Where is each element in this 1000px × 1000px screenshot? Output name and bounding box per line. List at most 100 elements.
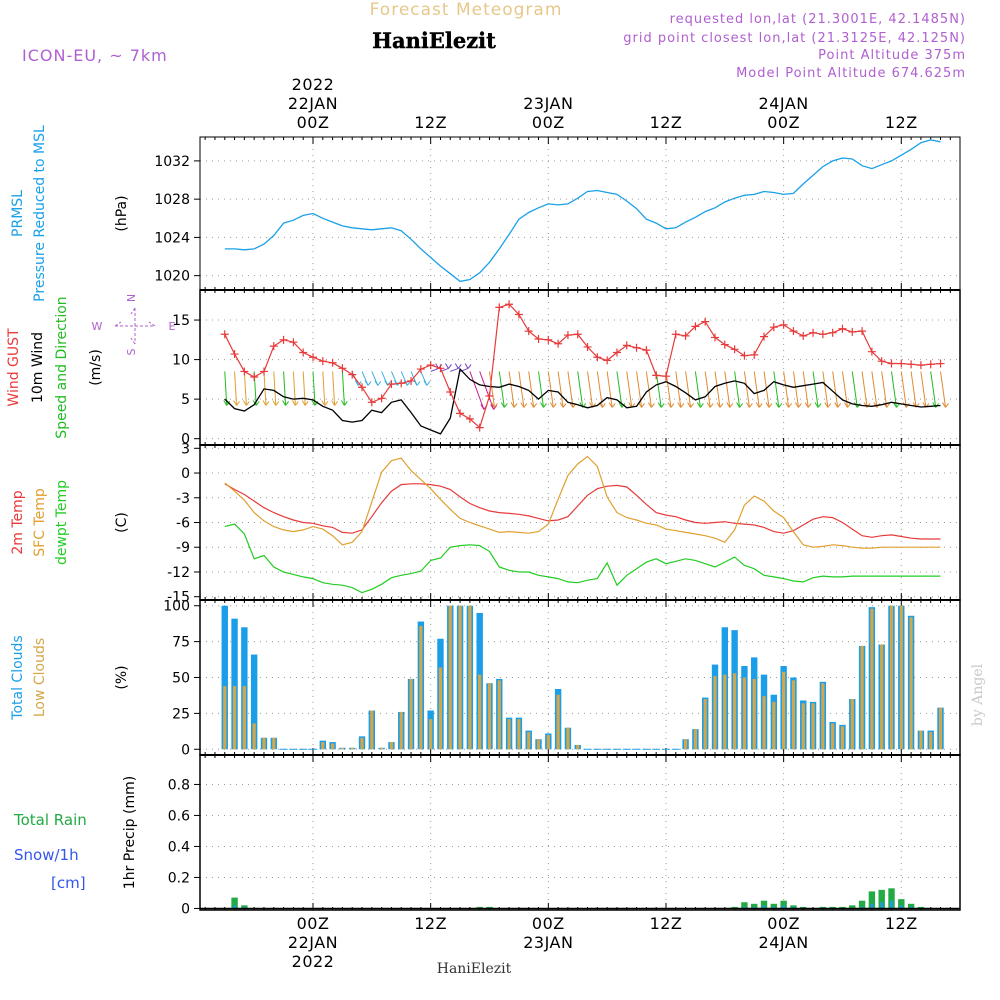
gust-marker — [573, 330, 582, 339]
wind-arrow — [920, 371, 927, 408]
rain-bar — [917, 906, 925, 909]
y-tick-label: -15 — [167, 590, 190, 606]
snow-bar — [233, 905, 236, 909]
wind-arrow-head — [716, 402, 721, 408]
gust-marker — [720, 340, 729, 349]
snow-bar — [242, 906, 246, 909]
wind-arrow-head — [304, 401, 309, 406]
wind-arrow-head — [540, 402, 544, 408]
wind-arrow — [685, 371, 692, 408]
low-clouds-bar — [252, 723, 256, 750]
wind-arrow-head — [883, 402, 888, 408]
low-clouds-bar — [350, 747, 354, 750]
wind-arrow-head — [932, 402, 937, 408]
wind-arrow-head — [262, 400, 267, 406]
wind-arrow-head — [500, 402, 505, 408]
wind-arrow-head — [377, 381, 382, 386]
wind-arrow-head — [886, 403, 891, 408]
gust-marker — [809, 328, 818, 337]
wind-arrow-head — [494, 403, 498, 408]
gust-marker — [397, 379, 406, 388]
snow-bar — [743, 906, 746, 909]
panel-label: Low Clouds — [32, 638, 48, 717]
precip-cm-label: [cm] — [51, 874, 86, 892]
gust-marker — [377, 394, 386, 403]
rain-bar — [731, 906, 738, 909]
panel-label: 2m Temp — [10, 490, 26, 554]
wind-arrow-head — [549, 402, 554, 408]
wind-arrow-head — [454, 363, 459, 369]
low-clouds-bar — [929, 732, 933, 750]
gust-marker — [367, 398, 376, 407]
bottom-time-label: 24JAN — [759, 933, 809, 952]
gust-marker — [926, 360, 935, 369]
wind-arrow-head — [798, 403, 802, 408]
wind-arrow-head — [285, 401, 289, 406]
header: Forecast Meteogram HaniElezit ICON-EU, ~… — [22, 0, 986, 977]
wind-arrow — [773, 371, 780, 408]
gust-marker — [887, 359, 896, 368]
snow-bar — [762, 905, 766, 909]
low-clouds-bar — [801, 703, 805, 750]
low-clouds-bar — [821, 683, 825, 750]
wind-arrow-head — [706, 402, 711, 408]
y-tick-label: 0.4 — [168, 839, 190, 855]
y-tick-label: 100 — [163, 599, 190, 615]
y-tick-label: 0.2 — [168, 870, 190, 886]
wind-arrow — [900, 371, 907, 408]
wind-arrow-head — [778, 403, 783, 408]
wind-arrow-head — [834, 402, 839, 408]
gust-marker — [465, 414, 474, 423]
rain-bar — [476, 906, 483, 909]
model-label: ICON-EU, ~ 7km — [22, 46, 168, 65]
wind-arrow-head — [827, 403, 832, 408]
panel-label: Wind GUST — [6, 328, 22, 407]
low-clouds-bar — [389, 742, 394, 750]
wind-arrow — [616, 371, 623, 408]
wind-arrow-head — [873, 402, 878, 408]
y-tick-label: -9 — [176, 540, 190, 556]
wind-arrow — [714, 371, 721, 408]
gust-marker — [730, 345, 739, 354]
y-tick-label: 3 — [181, 441, 190, 457]
unit-label: (%) — [114, 665, 130, 689]
wind-arrow-head — [301, 400, 306, 406]
wind-arrow-head — [533, 403, 538, 408]
panel-label: Speed and Direction — [54, 296, 70, 438]
wind-arrow — [528, 371, 535, 408]
wind-arrow-head — [543, 403, 547, 408]
wind-arrow-head — [739, 403, 744, 408]
wind-arrow-head — [448, 364, 452, 369]
top-time-label: 00Z — [532, 113, 565, 132]
panel-label: PRMSL — [10, 190, 26, 237]
snow-bar — [860, 906, 864, 909]
wind-arrow-head — [416, 381, 421, 386]
precip-rain-label: Total Rain — [13, 811, 87, 829]
wind-arrow — [665, 371, 672, 408]
wind-arrow-head — [650, 403, 655, 408]
rain-bar — [829, 906, 836, 909]
gust-marker — [907, 360, 916, 369]
gust-marker — [691, 322, 700, 331]
wind-arrow — [861, 371, 868, 408]
wind-arrow — [930, 371, 937, 408]
low-clouds-bar — [487, 683, 492, 750]
panel-pressure: 1020 1024 1028 1032 PRMSL Pressure Reduced to… — [10, 125, 961, 302]
series-sfc-temp-line — [224, 455, 941, 549]
panel-label: Total Clouds — [10, 635, 26, 720]
wind-arrow-head — [680, 403, 685, 408]
gust-marker — [681, 331, 690, 340]
bottom-time-label: 12Z — [650, 914, 683, 933]
wind-arrow-head — [755, 402, 760, 408]
wind-arrow — [910, 371, 917, 408]
wind-arrow — [577, 371, 584, 408]
wind-arrow — [292, 371, 296, 406]
wind-arrow — [753, 371, 760, 408]
rain-bar — [741, 902, 748, 909]
top-time-label: 23JAN — [523, 94, 573, 113]
wind-arrow-head — [374, 380, 379, 386]
low-clouds-bar — [576, 744, 580, 750]
top-time-label: 22JAN — [288, 94, 338, 113]
low-clouds-bar — [546, 734, 550, 750]
wind-arrow — [430, 367, 439, 372]
